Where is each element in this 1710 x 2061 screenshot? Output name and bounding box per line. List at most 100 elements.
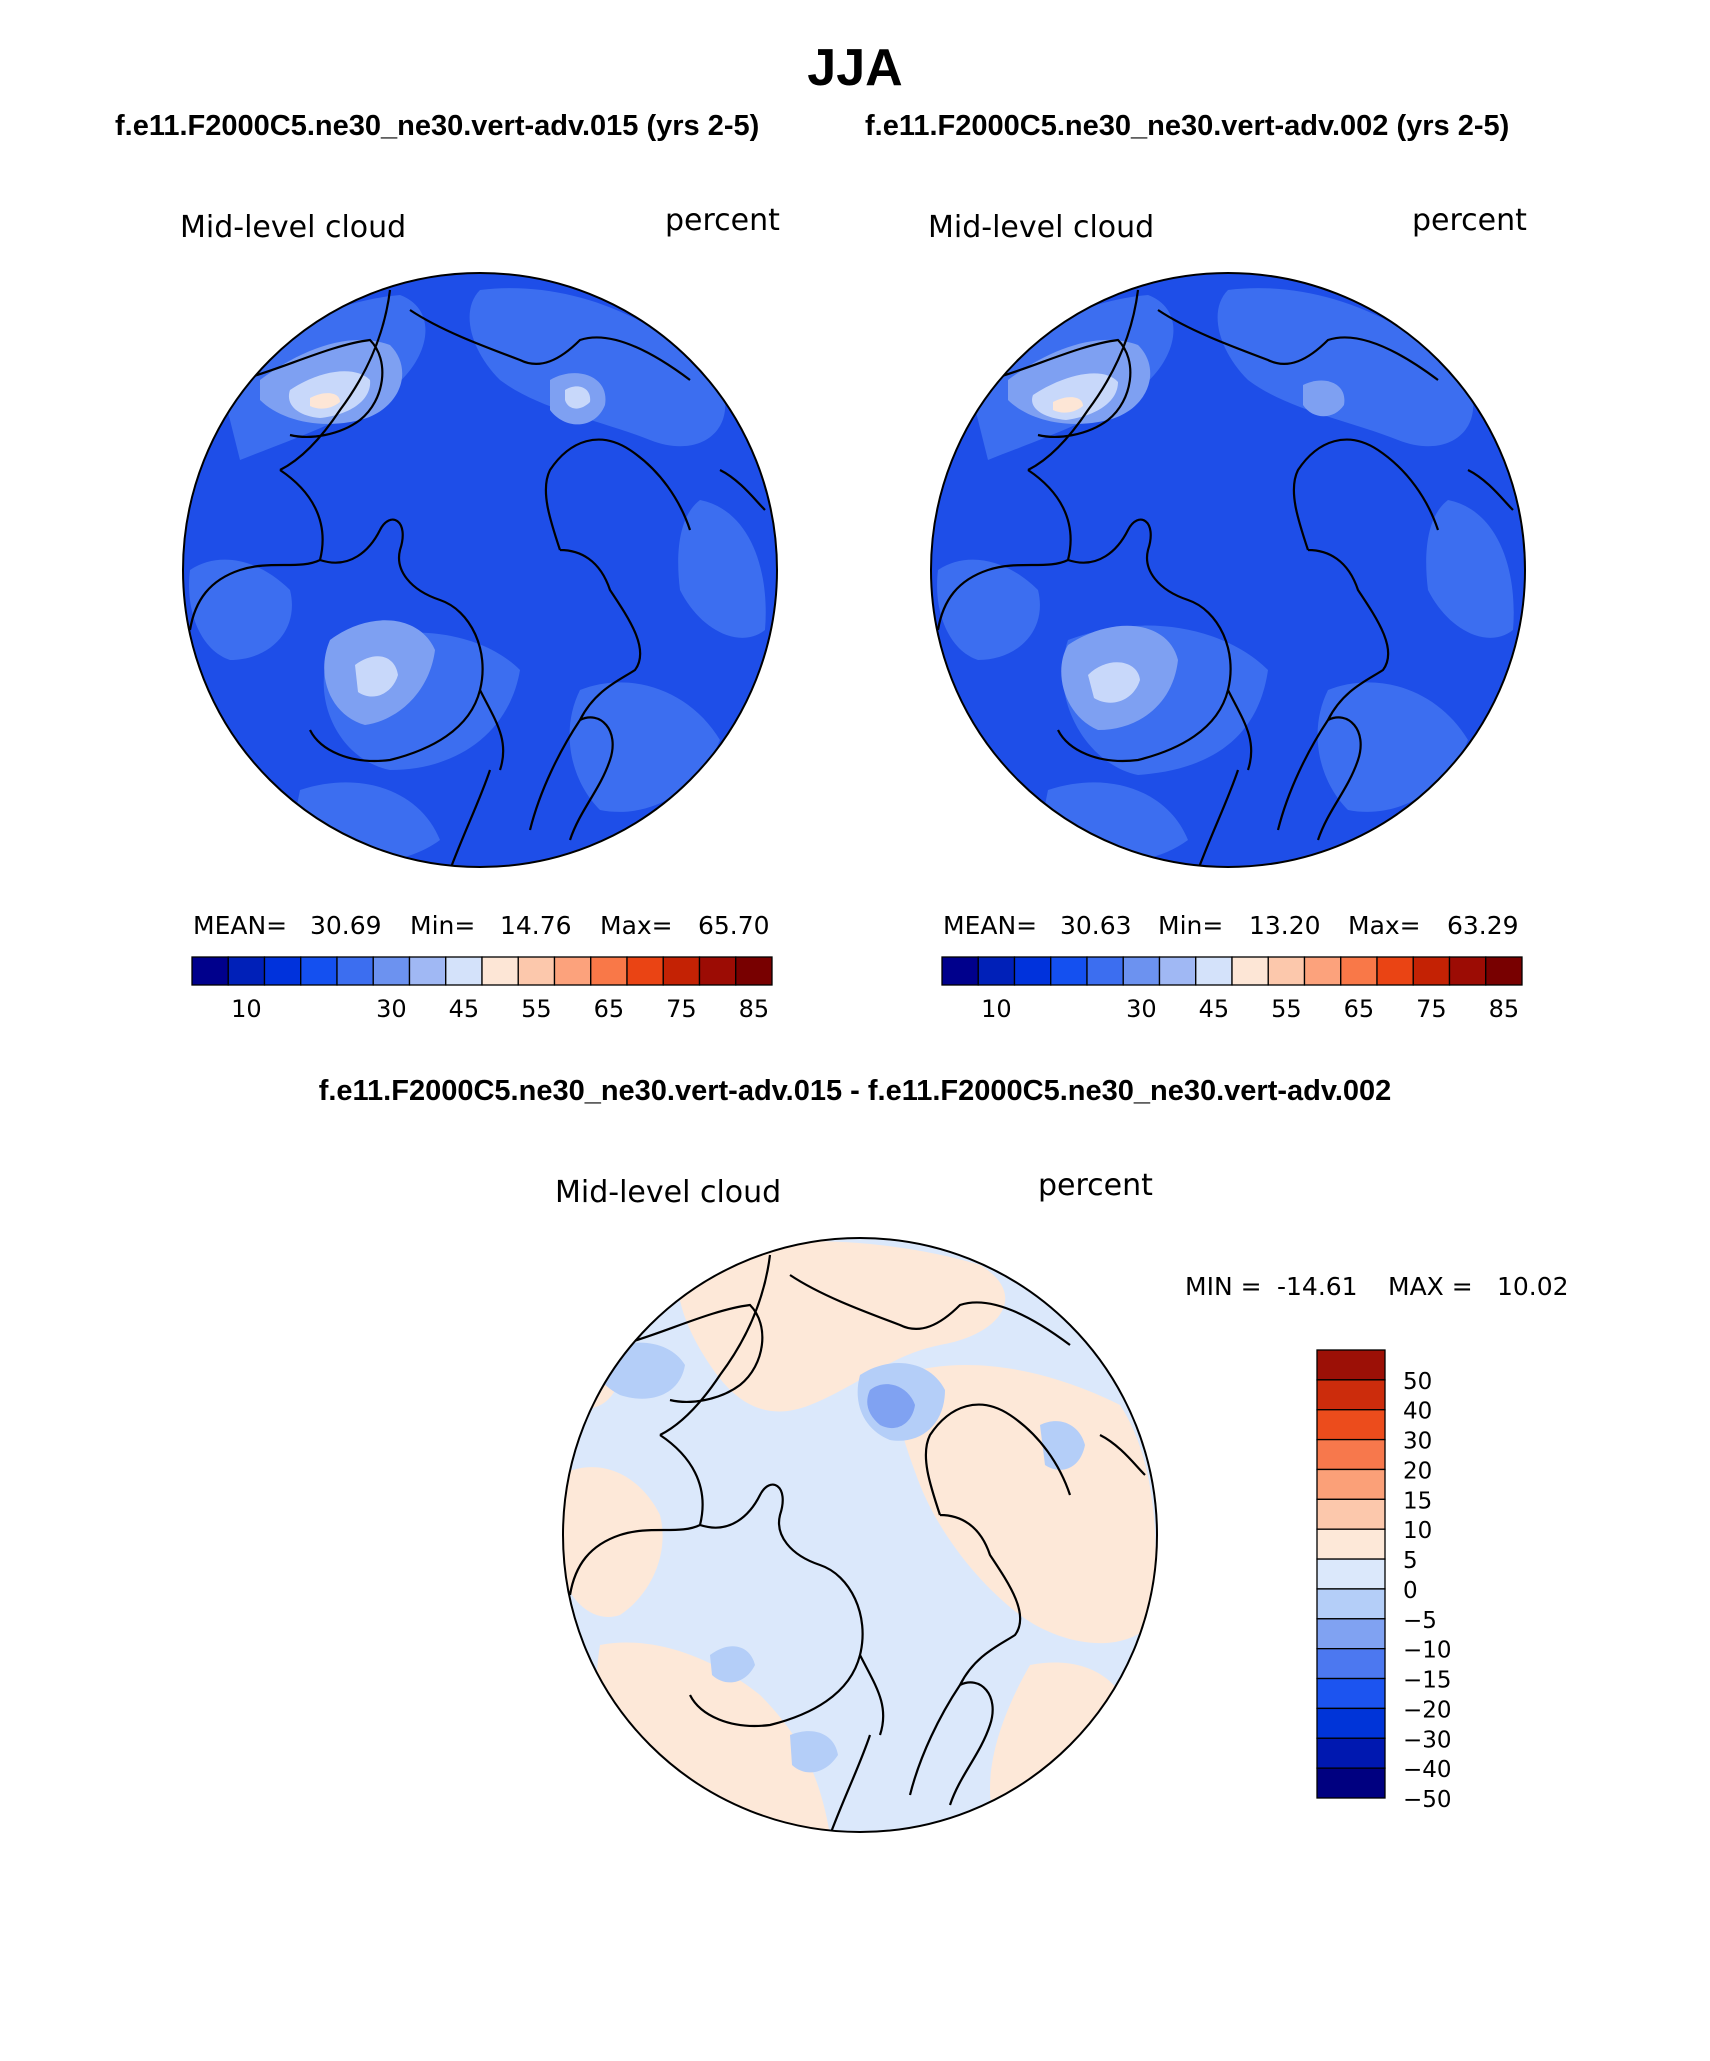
colorbar-swatch	[735, 956, 773, 986]
panel2-mean-value: 30.63	[1060, 911, 1132, 940]
colorbar-swatch	[1316, 1379, 1386, 1411]
panel2-colorbar: 1030455565758595	[941, 956, 1523, 1023]
colorbar-tick-label: 85	[739, 995, 770, 1023]
colorbar-tick-label: −40	[1403, 1757, 1452, 1783]
colorbar-swatch	[191, 956, 229, 986]
colorbar-tick-label: 5	[1403, 1548, 1418, 1574]
colorbar-swatch	[408, 956, 447, 986]
panel1-max-value: 65.70	[698, 911, 770, 940]
panel1-colorbar: 1030455565758595	[191, 956, 773, 1023]
colorbar-swatch	[1316, 1409, 1386, 1441]
season-title: JJA	[807, 39, 903, 97]
colorbar-swatch	[300, 956, 338, 986]
cloud-field-whitish	[1032, 373, 1140, 703]
diff-title: f.e11.F2000C5.ne30_ne30.vert-adv.015 - f…	[318, 1075, 1392, 1107]
colorbar-swatch	[1316, 1349, 1386, 1381]
colorbar-swatch	[626, 956, 664, 986]
panel1-units: percent	[665, 203, 780, 238]
colorbar-swatch	[1316, 1528, 1386, 1560]
panel2-max-value: 63.29	[1447, 911, 1519, 940]
colorbar-tick-label: 55	[521, 995, 552, 1023]
colorbar-swatch	[1316, 1737, 1386, 1769]
colorbar-swatch	[698, 956, 737, 986]
colorbar-swatch	[445, 956, 483, 986]
cloud-field-light	[189, 288, 766, 863]
colorbar-swatch	[1122, 956, 1161, 986]
colorbar-swatch	[1231, 956, 1269, 986]
colorbar-tick-label: −50	[1403, 1787, 1452, 1813]
colorbar-tick-label: 10	[231, 995, 262, 1023]
colorbar-tick-label: −20	[1403, 1697, 1452, 1723]
colorbar-tick-label: 20	[1403, 1458, 1432, 1484]
colorbar-tick-label: −30	[1403, 1727, 1452, 1753]
panel2-min-label: Min=	[1158, 911, 1224, 940]
colorbar-tick-label: 85	[1489, 995, 1520, 1023]
panel1-map	[182, 272, 778, 868]
colorbar-swatch	[227, 956, 266, 986]
colorbar-swatch	[1316, 1707, 1386, 1739]
colorbar-tick-label: 10	[1403, 1518, 1432, 1544]
panel2-title: Mid-level cloud	[928, 210, 1155, 245]
subtitle-left: f.e11.F2000C5.ne30_ne30.vert-adv.015 (yr…	[115, 110, 760, 142]
colorbar-tick-label: 30	[1403, 1429, 1432, 1455]
colorbar-swatch	[1316, 1677, 1386, 1710]
colorbar-swatch	[263, 956, 302, 986]
cloud-field-pale	[1008, 339, 1345, 730]
cloud-field-peach	[310, 393, 340, 409]
colorbar-tick-label: 65	[1344, 995, 1375, 1023]
colorbar-tick-label: 75	[666, 995, 697, 1023]
panel3-min-label: MIN =	[1185, 1272, 1262, 1301]
panel2-mean-label: MEAN=	[943, 911, 1038, 940]
colorbar-tick-label: 10	[981, 995, 1012, 1023]
panel3-map	[562, 1237, 1158, 1833]
colorbar-swatch	[590, 956, 628, 986]
colorbar-swatch	[941, 956, 979, 986]
colorbar-swatch	[662, 956, 701, 986]
panel2-units: percent	[1412, 203, 1527, 238]
panel3-units: percent	[1038, 1168, 1153, 1203]
panel2-min-value: 13.20	[1249, 911, 1321, 940]
colorbar-tick-label: −10	[1403, 1638, 1452, 1664]
colorbar-swatch	[1316, 1498, 1386, 1530]
colorbar-swatch	[372, 956, 411, 986]
colorbar-tick-label: 55	[1271, 995, 1302, 1023]
colorbar-swatch	[1448, 956, 1487, 986]
panel1-mean-label: MEAN=	[193, 911, 288, 940]
colorbar-swatch	[1267, 956, 1306, 986]
colorbar-swatch	[1316, 1767, 1386, 1799]
colorbar-swatch	[1316, 1468, 1386, 1500]
colorbar-swatch	[1195, 956, 1233, 986]
colorbar-tick-label: 50	[1403, 1369, 1432, 1395]
colorbar-swatch	[1303, 956, 1342, 986]
colorbar-swatch	[1485, 956, 1523, 986]
colorbar-tick-label: −5	[1403, 1608, 1437, 1634]
colorbar-tick-label: −15	[1403, 1668, 1452, 1694]
subtitle-right: f.e11.F2000C5.ne30_ne30.vert-adv.002 (yr…	[865, 110, 1510, 142]
colorbar-tick-label: 15	[1403, 1488, 1432, 1514]
panel1-max-label: Max=	[600, 911, 673, 940]
panel1-min-label: Min=	[410, 911, 476, 940]
coastlines	[568, 1254, 1146, 1832]
blue-anomaly	[867, 1384, 915, 1429]
colorbar-swatch	[517, 956, 556, 986]
colorbar-tick-label: 0	[1403, 1578, 1418, 1604]
panel3-title: Mid-level cloud	[555, 1175, 782, 1210]
colorbar-swatch	[1158, 956, 1197, 986]
colorbar-swatch	[1376, 956, 1414, 986]
cloud-field-peach	[1053, 397, 1083, 413]
panel1-mean-value: 30.69	[310, 911, 382, 940]
colorbar-tick-label: 75	[1416, 995, 1447, 1023]
panel3-max-label: MAX =	[1388, 1272, 1473, 1301]
panel3-max-value: 10.02	[1497, 1272, 1569, 1301]
colorbar-swatch	[1086, 956, 1124, 986]
panel1-min-value: 14.76	[500, 911, 572, 940]
colorbar-swatch	[1316, 1588, 1386, 1620]
colorbar-swatch	[1316, 1618, 1386, 1650]
colorbar-tick-label: 45	[449, 995, 480, 1023]
colorbar-swatch	[1340, 956, 1378, 986]
colorbar-swatch	[1316, 1558, 1386, 1590]
cloud-field-pale	[260, 339, 606, 725]
colorbar-tick-label: 30	[1126, 995, 1157, 1023]
colorbar-tick-label: 30	[376, 995, 407, 1023]
